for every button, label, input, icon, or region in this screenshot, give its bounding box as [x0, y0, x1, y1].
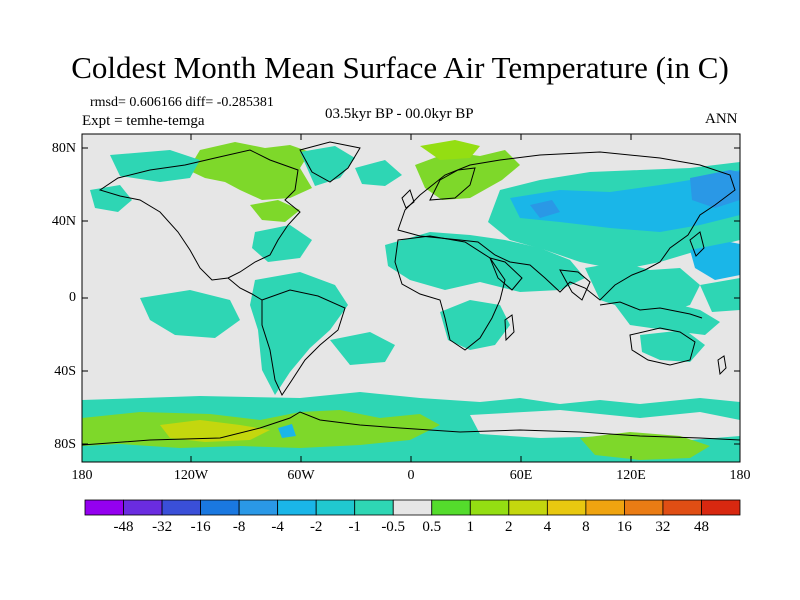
colorbar-box: [238, 499, 279, 516]
colorbar-box: [508, 499, 548, 516]
region-east-siberia-darkblue: [690, 170, 740, 208]
colorbar-label: 2: [505, 519, 513, 535]
coast-japan: [689, 231, 705, 257]
colorbar-label: -2: [309, 519, 323, 535]
region-africa-south-teal: [440, 300, 510, 350]
colorbar-label: 1: [466, 519, 475, 535]
region-s-atlantic-teal: [330, 332, 395, 365]
map-field: [82, 134, 740, 462]
coast-central-america: [227, 277, 263, 301]
region-antarctica-yellow: [160, 420, 270, 442]
lon-tick-180e: 180: [729, 468, 751, 483]
lon-tick-120w: 120W: [173, 468, 209, 483]
region-central-asia-bluedot: [530, 200, 560, 218]
axis-ticks: [82, 134, 740, 462]
colorbar-label: 16: [616, 519, 632, 535]
lon-tick-60e: 60E: [509, 468, 533, 483]
region-arctic-canada-green: [188, 142, 312, 200]
colorbar-box: [354, 499, 394, 516]
coast-south-america: [261, 289, 346, 397]
coast-madagascar: [504, 314, 515, 342]
region-nw-pacific-teal: [90, 185, 132, 212]
lat-tick-80s: 80S: [54, 437, 76, 452]
lat-tick-80n: 80N: [51, 141, 76, 156]
colorbar-label: -1: [348, 519, 361, 535]
region-antarctica-east-green: [580, 432, 710, 460]
region-hudson-green: [250, 200, 300, 222]
colorbar-label: 4: [543, 519, 552, 535]
colorbar-box: [469, 499, 510, 516]
lat-tick-40s: 40S: [54, 364, 76, 379]
region-siberia-blue: [510, 170, 740, 232]
coast-australia: [629, 327, 696, 366]
region-pacific-teal: [700, 278, 740, 312]
season-label: ANN: [705, 111, 738, 127]
anomaly-regions: [82, 140, 740, 462]
colorbar-box: [624, 499, 664, 516]
region-atlantic-teal: [252, 225, 312, 262]
colorbar-box: [585, 499, 625, 516]
colorbar-box: [84, 499, 124, 516]
colorbar-label: 8: [582, 519, 590, 535]
region-antarctic-grey-gap: [470, 410, 740, 440]
colorbar-box: [315, 499, 356, 516]
lat-tick-0: 0: [69, 290, 76, 305]
coast-africa: [394, 235, 506, 351]
coast-britain: [401, 189, 415, 209]
colorbar-label: -8: [232, 519, 246, 535]
colorbar-box: [701, 499, 741, 516]
stats-label: rmsd= 0.606166 diff= -0.285381: [90, 95, 274, 110]
region-south-asia-teal: [585, 262, 700, 315]
colorbar-box: [123, 499, 163, 516]
colorbar-box: [200, 499, 240, 516]
lat-tick-40n: 40N: [51, 214, 76, 229]
colorbar: [84, 499, 741, 516]
region-pacific-blue: [690, 242, 740, 280]
lon-tick-0: 0: [407, 468, 415, 483]
coast-eurasia: [397, 151, 736, 301]
coastlines: [82, 141, 740, 446]
colorbar-label: -0.5: [381, 519, 406, 535]
coast-indonesia: [599, 301, 703, 319]
colorbar-label: 32: [655, 519, 671, 535]
colorbar-label: -48: [113, 519, 134, 535]
region-antarctica-blue: [278, 424, 296, 438]
region-greenland-teal: [300, 146, 355, 186]
lon-tick-180w: 180: [71, 468, 93, 483]
coast-north-america: [98, 149, 301, 281]
coast-antarctica: [82, 411, 740, 446]
colorbar-label: -4: [271, 519, 284, 535]
colorbar-label: -32: [152, 519, 173, 535]
colorbar-label: -16: [190, 519, 211, 535]
region-south-america-teal: [250, 272, 348, 395]
colorbar-box: [546, 499, 587, 516]
coast-india: [559, 269, 591, 301]
colorbar-label: 0.5: [422, 519, 442, 535]
colorbar-box: [431, 499, 471, 516]
lon-tick-60w: 60W: [287, 468, 315, 483]
colorbar-box: [161, 499, 201, 516]
region-indonesia-teal: [615, 300, 720, 335]
experiment-label: Expt = temhe-temga: [82, 113, 205, 129]
colorbar-label: 48: [694, 519, 709, 535]
colorbar-box: [277, 499, 317, 516]
coast-scandinavia: [429, 167, 476, 201]
colorbar-box: [392, 499, 433, 516]
colorbar-box: [662, 499, 702, 516]
region-iceland-teal: [355, 160, 402, 186]
coast-new-zealand: [717, 355, 727, 376]
coast-arabia: [489, 257, 523, 291]
lon-tick-120e: 120E: [616, 468, 646, 483]
region-scandinavia-green: [415, 150, 520, 200]
coast-greenland: [299, 141, 361, 183]
chart-title: Coldest Month Mean Surface Air Temperatu…: [71, 50, 729, 85]
period-label: 03.5kyr BP - 00.0kyr BP: [325, 106, 474, 122]
region-svalbard-green: [420, 140, 480, 160]
region-sahara-teal: [385, 232, 585, 292]
region-se-pacific-teal: [140, 290, 240, 338]
